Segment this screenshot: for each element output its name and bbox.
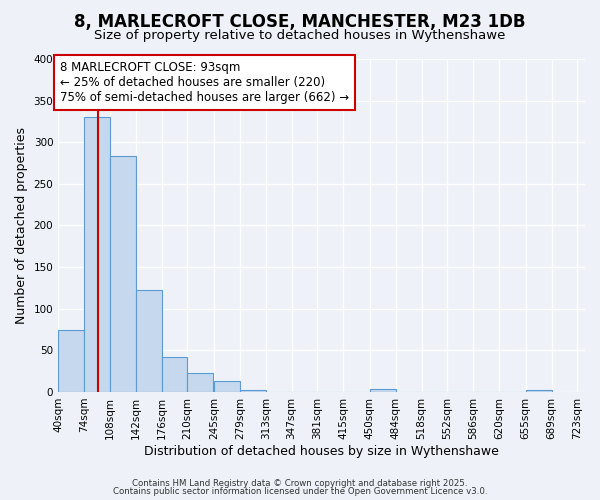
Bar [214, 381, 240, 392]
Text: 8 MARLECROFT CLOSE: 93sqm
← 25% of detached houses are smaller (220)
75% of semi: 8 MARLECROFT CLOSE: 93sqm ← 25% of detac… [59, 60, 349, 104]
Bar [161, 357, 187, 392]
Bar [187, 373, 213, 392]
X-axis label: Distribution of detached houses by size in Wythenshawe: Distribution of detached houses by size … [144, 444, 499, 458]
Text: Contains HM Land Registry data © Crown copyright and database right 2025.: Contains HM Land Registry data © Crown c… [132, 478, 468, 488]
Text: Size of property relative to detached houses in Wythenshawe: Size of property relative to detached ho… [94, 29, 506, 42]
Y-axis label: Number of detached properties: Number of detached properties [15, 127, 28, 324]
Bar [370, 390, 396, 392]
Bar [526, 390, 551, 392]
Bar [110, 156, 136, 392]
Text: 8, MARLECROFT CLOSE, MANCHESTER, M23 1DB: 8, MARLECROFT CLOSE, MANCHESTER, M23 1DB [74, 12, 526, 30]
Bar [58, 330, 84, 392]
Text: Contains public sector information licensed under the Open Government Licence v3: Contains public sector information licen… [113, 487, 487, 496]
Bar [136, 290, 161, 392]
Bar [84, 118, 110, 392]
Bar [240, 390, 266, 392]
